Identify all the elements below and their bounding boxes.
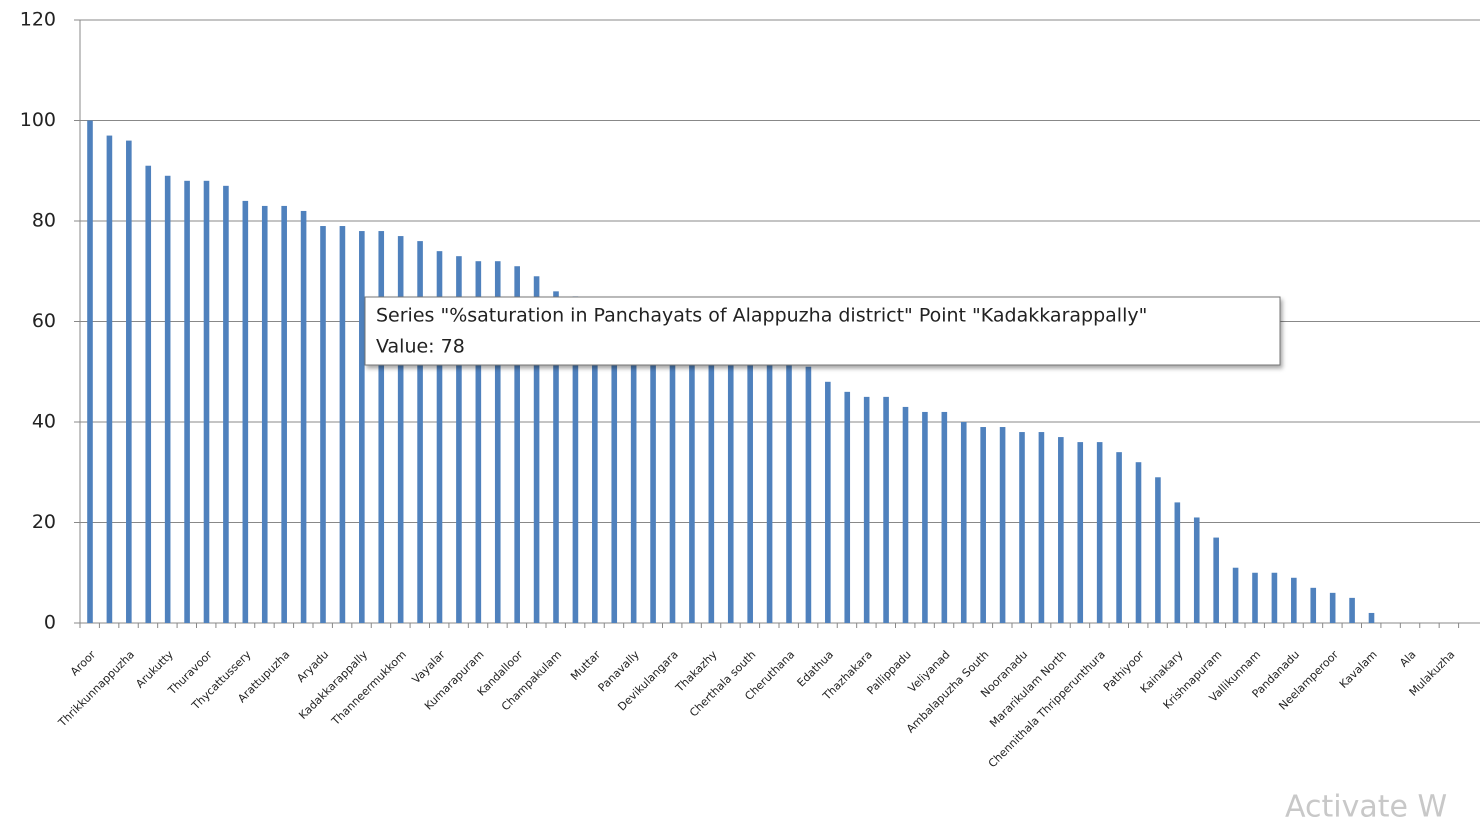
bar <box>164 175 171 623</box>
bar <box>1232 567 1239 623</box>
bar <box>1291 577 1297 623</box>
y-tick-label: 60 <box>32 310 56 332</box>
bar <box>281 205 287 624</box>
tooltip-line: Value: 78 <box>376 336 465 358</box>
bar <box>126 140 132 623</box>
x-tick-label: Cherthala south <box>687 648 758 719</box>
bar <box>261 205 268 624</box>
bar <box>1096 442 1103 623</box>
y-tick-label: 100 <box>20 109 56 131</box>
bar <box>514 266 520 623</box>
bar <box>669 321 676 623</box>
bar <box>747 341 753 623</box>
plot-area: 020406080100120AroorThrikkunnappuzhaAruk… <box>20 9 1480 770</box>
bar <box>1252 572 1258 623</box>
bar <box>1077 442 1084 623</box>
x-tick-label: Aroor <box>68 648 99 679</box>
y-tick-label: 20 <box>32 511 56 533</box>
bar <box>1349 597 1355 623</box>
x-tick-label: Aryadu <box>294 648 331 685</box>
bar <box>87 120 93 623</box>
y-tick-label: 120 <box>20 9 56 31</box>
bar <box>922 411 928 623</box>
x-tick-label: Kavalam <box>1337 648 1380 691</box>
tooltip-box <box>364 296 1281 366</box>
bar <box>397 236 404 623</box>
bar <box>650 316 656 623</box>
bar <box>805 366 812 623</box>
x-tick-label: Muttar <box>568 648 603 683</box>
bar <box>553 291 559 623</box>
bar <box>592 301 598 623</box>
bar <box>1193 517 1200 623</box>
bar <box>494 261 501 623</box>
x-tick-label: Ala <box>1397 648 1418 669</box>
bar <box>1058 437 1064 623</box>
bar <box>300 210 307 623</box>
x-tick-label: Vayalar <box>410 648 449 687</box>
bar <box>184 180 190 624</box>
bar <box>1019 432 1025 623</box>
bar <box>417 241 423 623</box>
x-tick-label: Thanneermukkom <box>328 648 408 728</box>
bar <box>689 326 695 623</box>
bar <box>611 306 618 623</box>
bar <box>883 396 889 623</box>
bar <box>106 135 113 623</box>
bar <box>980 427 986 623</box>
bar <box>1135 462 1142 623</box>
bar <box>630 311 637 623</box>
bar <box>475 261 482 623</box>
tooltip: Series "%saturation in Panchayats of Ala… <box>364 296 1281 366</box>
bar <box>786 356 792 623</box>
bar <box>960 422 967 623</box>
x-tick-label: Kadakkarappally <box>296 648 370 722</box>
bar <box>572 296 579 623</box>
y-tick-label: 80 <box>32 210 56 232</box>
bar <box>902 406 909 623</box>
y-tick-label: 0 <box>44 612 56 634</box>
bar <box>844 391 851 623</box>
tooltip-line: Series "%saturation in Panchayats of Ala… <box>376 305 1147 327</box>
bar <box>863 396 870 623</box>
bar <box>1213 537 1219 623</box>
x-tick-label: Thrikkunnappuzha <box>55 648 137 730</box>
bar <box>1329 592 1336 623</box>
bar <box>339 226 346 623</box>
bar <box>320 226 326 623</box>
bar <box>727 336 734 623</box>
bar <box>1116 452 1122 623</box>
bar <box>708 331 715 623</box>
bar <box>1155 477 1161 623</box>
bar <box>145 165 152 623</box>
watermark: Activate W <box>1285 790 1447 823</box>
bar <box>1174 502 1181 623</box>
bar <box>359 231 365 624</box>
bar <box>941 411 948 623</box>
bar <box>999 427 1006 623</box>
bar <box>825 381 831 623</box>
bar <box>456 256 462 623</box>
bar <box>533 276 540 623</box>
bar <box>1271 572 1278 623</box>
bar <box>223 185 229 623</box>
bar <box>203 180 210 624</box>
bar <box>242 200 249 623</box>
bar <box>436 251 443 623</box>
bar <box>378 231 385 624</box>
y-tick-label: 40 <box>32 411 56 433</box>
bar <box>1310 587 1317 623</box>
bar <box>766 346 773 623</box>
bar <box>1368 612 1375 623</box>
bar <box>1038 432 1045 623</box>
